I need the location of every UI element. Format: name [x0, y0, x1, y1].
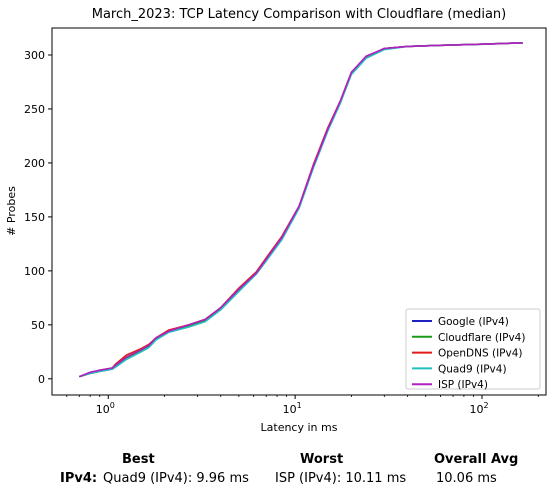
- ipv4-row-label: IPv4:: [60, 471, 97, 486]
- x-tick-label: 102: [469, 401, 488, 416]
- y-tick-label: 300: [24, 49, 45, 62]
- best-header: Best: [122, 452, 155, 467]
- worst-header: Worst: [300, 452, 343, 467]
- x-axis-label: Latency in ms: [261, 421, 338, 434]
- legend-entry: OpenDNS (IPv4): [438, 348, 523, 360]
- x-tick-label: 101: [283, 401, 302, 416]
- legend-entry: Google (IPv4): [438, 316, 509, 328]
- legend: Google (IPv4) Cloudflare (IPv4) OpenDNS (I…: [406, 309, 540, 391]
- overall-avg-value: 10.06 ms: [436, 471, 497, 486]
- y-tick-label: 200: [24, 157, 45, 170]
- summary-table: Best Worst Overall Avg IPv4: Quad9 (IPv4…: [0, 446, 555, 494]
- x-tick-label: 100: [96, 401, 115, 416]
- y-tick-label: 150: [24, 211, 45, 224]
- best-value: Quad9 (IPv4): 9.96 ms: [103, 471, 249, 486]
- y-tick-label: 100: [24, 265, 45, 278]
- y-tick-label: 250: [24, 103, 45, 116]
- y-axis-label: # Probes: [5, 186, 18, 236]
- legend-entry: Quad9 (IPv4): [438, 363, 507, 375]
- latency-chart: March_2023: TCP Latency Comparison with …: [0, 0, 555, 446]
- chart-title: March_2023: TCP Latency Comparison with …: [92, 7, 507, 22]
- legend-entry: ISP (IPv4): [438, 379, 488, 391]
- y-tick-label: 0: [38, 373, 45, 386]
- overall-avg-header: Overall Avg: [434, 452, 518, 467]
- worst-value: ISP (IPv4): 10.11 ms: [275, 471, 406, 486]
- legend-entry: Cloudflare (IPv4): [438, 332, 525, 344]
- y-tick-label: 50: [31, 319, 45, 332]
